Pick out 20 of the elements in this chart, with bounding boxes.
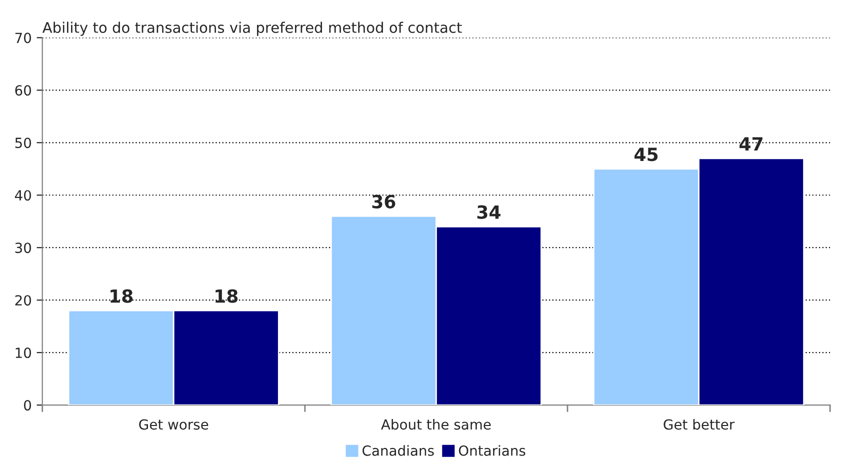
y-tick-label: 10 — [16, 348, 32, 358]
chart-title: Ability to do transactions via preferred method of contact — [42, 22, 462, 36]
y-tick-label: 70 — [15, 32, 32, 44]
data-label: 36 — [372, 194, 396, 208]
data-label: 47 — [740, 137, 762, 150]
data-label: 18 — [216, 289, 238, 303]
y-tick-label: 30 — [15, 242, 32, 254]
data-label: 45 — [634, 148, 658, 162]
y-tick-label: 50 — [15, 138, 32, 148]
data-label: 18 — [110, 289, 133, 303]
legend-label: Ontarians — [458, 445, 526, 456]
y-tick-label: 0 — [24, 400, 32, 411]
y-tick-label: 60 — [15, 85, 32, 96]
x-tick-label: Get better — [664, 418, 735, 430]
legend-label: Canadians — [362, 445, 434, 456]
y-tick-label: 40 — [14, 190, 32, 201]
x-tick-label: Get worse — [139, 419, 208, 430]
y-tick-label: 20 — [15, 295, 32, 306]
x-tick-label: About the same — [381, 418, 491, 430]
data-label: 34 — [477, 205, 500, 219]
